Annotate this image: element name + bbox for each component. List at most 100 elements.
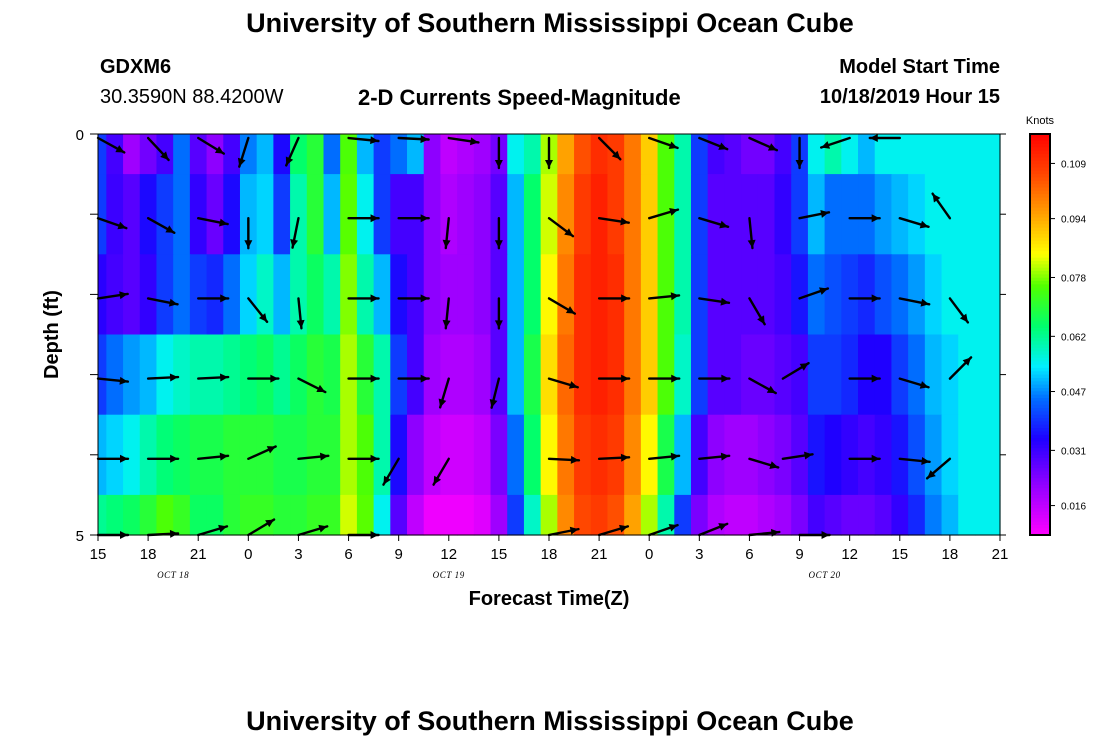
current-vector-head xyxy=(565,306,575,314)
heatmap-cell xyxy=(323,174,341,255)
heatmap-cell xyxy=(423,334,442,416)
heatmap-cell xyxy=(757,414,776,496)
heatmap-cell xyxy=(507,414,525,496)
heatmap-cell xyxy=(874,254,893,336)
heatmap-cell xyxy=(173,334,191,416)
heatmap-cell xyxy=(173,254,191,336)
y-axis-title: Depth (ft) xyxy=(41,290,63,379)
current-vector-head xyxy=(494,320,503,329)
heatmap-cell xyxy=(674,254,692,336)
heatmap-cell xyxy=(440,254,458,336)
heatmap-cell xyxy=(123,254,141,336)
heatmap-cell xyxy=(423,134,442,175)
current-vector-head xyxy=(296,319,305,329)
current-vector-head xyxy=(489,398,498,408)
heatmap-cell xyxy=(657,174,675,255)
colorbar-segment xyxy=(1030,167,1050,172)
colorbar-segment xyxy=(1030,381,1050,386)
colorbar-segment xyxy=(1030,240,1050,245)
date-label: OCT 18 xyxy=(157,570,189,580)
heatmap-cell xyxy=(407,134,425,175)
heatmap-cell xyxy=(607,414,625,496)
heatmap-cell xyxy=(523,174,542,255)
colorbar-segment xyxy=(1030,347,1050,352)
colorbar-segment xyxy=(1030,174,1050,179)
heatmap-cell xyxy=(858,334,876,416)
heatmap-cell xyxy=(974,494,993,536)
heatmap-cell xyxy=(757,174,776,255)
heatmap-cell xyxy=(123,134,141,175)
colorbar-segment xyxy=(1030,287,1050,292)
colorbar-segment xyxy=(1030,307,1050,312)
colorbar-tick-label: 0.109 xyxy=(1061,159,1086,170)
heatmap-cell xyxy=(640,334,659,416)
heatmap-cell xyxy=(356,414,375,496)
colorbar-segment xyxy=(1030,324,1050,329)
current-vector-head xyxy=(767,143,777,151)
heatmap-cell xyxy=(640,254,659,336)
heatmap-cell xyxy=(941,254,959,336)
current-vector-head xyxy=(244,240,253,249)
current-vector-head xyxy=(370,294,379,303)
heatmap-cell xyxy=(223,134,241,175)
colorbar-segment xyxy=(1030,341,1050,346)
heatmap-cell xyxy=(273,494,291,536)
heatmap-cell xyxy=(507,334,525,416)
heatmap-cell xyxy=(941,334,959,416)
heatmap-cell xyxy=(774,334,792,416)
heatmap-cell xyxy=(974,134,993,175)
x-tick-label: 21 xyxy=(992,546,1009,563)
heatmap-cell xyxy=(624,334,642,416)
heatmap-cell xyxy=(306,134,325,175)
colorbar-segment xyxy=(1030,344,1050,349)
colorbar-tick-label: 0.062 xyxy=(1061,332,1086,343)
heatmap-cell xyxy=(273,254,291,336)
colorbar-segment xyxy=(1030,154,1050,158)
heatmap-cell xyxy=(273,414,291,496)
heatmap-cell xyxy=(423,254,442,336)
current-vector-head xyxy=(568,381,578,389)
heatmap-cell xyxy=(574,174,592,255)
colorbar-tick-label: 0.016 xyxy=(1061,502,1086,513)
heatmap-cell xyxy=(457,414,475,496)
heatmap-cell xyxy=(841,334,859,416)
colorbar-segment xyxy=(1030,311,1050,316)
heatmap-cell xyxy=(991,494,1001,536)
colorbar-segment xyxy=(1030,134,1050,138)
heatmap-cell xyxy=(373,134,391,175)
colorbar-segment xyxy=(1030,524,1050,529)
colorbar-segment xyxy=(1030,184,1050,189)
current-vector-head xyxy=(921,457,930,465)
heatmap-cell xyxy=(189,494,208,536)
colorbar-segment xyxy=(1030,431,1050,436)
heatmap-cell xyxy=(156,334,174,416)
current-vector-head xyxy=(871,214,880,223)
heatmap-cell xyxy=(791,174,809,255)
heatmap-cell xyxy=(841,494,859,536)
x-tick-label: 9 xyxy=(394,546,402,563)
heatmap-cell xyxy=(390,334,408,416)
heatmap-cell xyxy=(373,174,391,255)
heatmap-cell xyxy=(290,254,308,336)
current-vector-head xyxy=(620,217,629,226)
colorbar-segment xyxy=(1030,438,1050,443)
heatmap-cell xyxy=(757,254,776,336)
current-vector-head xyxy=(370,214,379,223)
heatmap-cell xyxy=(106,414,124,496)
heatmap-cell xyxy=(924,334,943,416)
heatmap-cell xyxy=(724,254,742,336)
colorbar-segment xyxy=(1030,331,1050,336)
heatmap-cell xyxy=(407,254,425,336)
heatmap-cell xyxy=(908,174,926,255)
heatmap-cell xyxy=(98,254,107,336)
colorbar-segment xyxy=(1030,144,1050,148)
current-vector-head xyxy=(316,384,326,393)
colorbar-segment xyxy=(1030,277,1050,282)
heatmap-cell xyxy=(523,494,542,536)
heatmap-cell xyxy=(590,494,609,536)
current-vector-head xyxy=(718,142,728,150)
current-vector-head xyxy=(165,225,175,233)
heatmap-cell xyxy=(407,414,425,496)
heatmap-cell xyxy=(908,334,926,416)
heatmap-cell xyxy=(98,334,107,416)
